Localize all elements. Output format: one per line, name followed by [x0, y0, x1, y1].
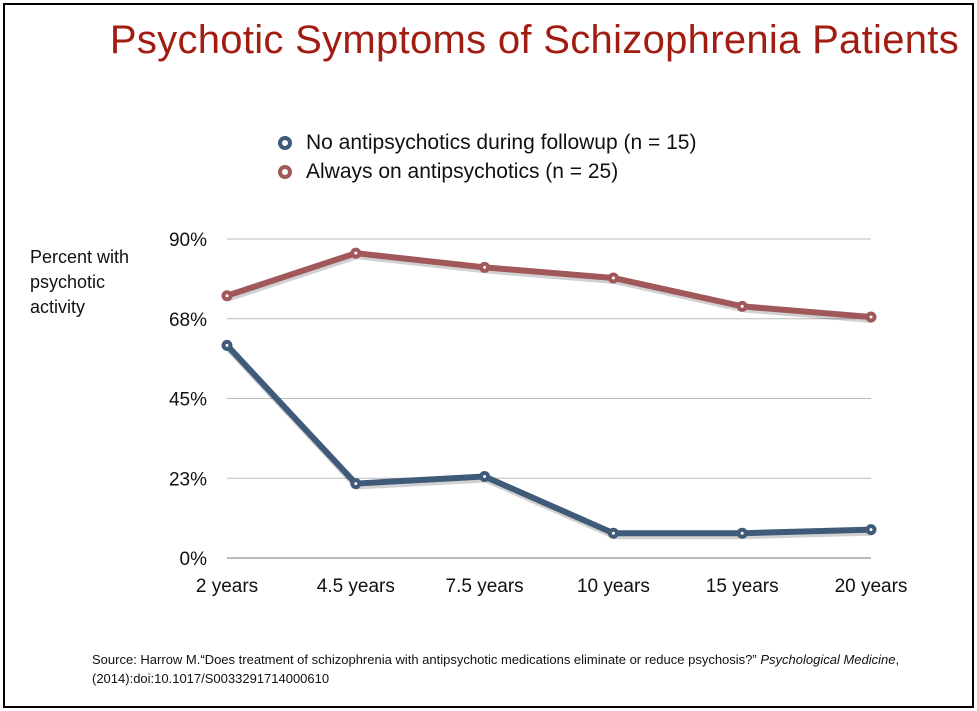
legend-label: No antipsychotics during followup (n = 1…: [306, 130, 697, 154]
data-point-center: [740, 304, 744, 308]
x-tick-label: 20 years: [835, 576, 908, 597]
legend-marker-icon: [278, 135, 292, 150]
data-point-center: [354, 251, 358, 255]
data-point-center: [225, 294, 229, 298]
y-tick-label: 45%: [169, 390, 207, 411]
y-tick-label: 90%: [169, 230, 207, 251]
y-tick-label: 68%: [169, 310, 207, 331]
data-point-center: [869, 315, 873, 319]
series-line-1: [226, 250, 872, 320]
data-point-center: [225, 343, 229, 347]
y-tick-label: 0%: [180, 549, 208, 570]
legend-item-always-on: Always on antipsychotics (n = 25): [278, 157, 696, 186]
data-point-center: [354, 482, 358, 486]
data-point-center: [483, 474, 487, 478]
data-point-center: [483, 265, 487, 269]
y-tick-label: 23%: [169, 469, 207, 490]
y-axis-label: Percent with psychotic activity: [30, 247, 130, 317]
legend-marker-icon: [278, 164, 292, 179]
data-point-center: [740, 531, 744, 535]
x-tick-label: 4.5 years: [317, 576, 395, 597]
x-tick-label: 10 years: [577, 576, 650, 597]
x-tick-label: 7.5 years: [446, 576, 524, 597]
data-point-center: [611, 531, 615, 535]
source-journal: Psychological Medicine: [760, 652, 896, 667]
series-line-0: [224, 343, 872, 537]
x-tick-label: 2 years: [196, 576, 258, 597]
data-point-center: [869, 528, 873, 532]
slide-frame: [3, 3, 974, 708]
legend-label: Always on antipsychotics (n = 25): [306, 159, 619, 183]
chart-title: Psychotic Symptoms of Schizophrenia Pati…: [109, 18, 959, 62]
legend-item-no-antipsychotics: No antipsychotics during followup (n = 1…: [278, 128, 696, 157]
source-text: Source: Harrow M.“Does treatment of schi…: [92, 652, 761, 667]
x-tick-label: 15 years: [706, 576, 779, 597]
source-doi: , (2014):doi:10.1017/S0033291714000610: [92, 652, 900, 686]
legend: No antipsychotics during followup (n = 1…: [278, 128, 696, 186]
data-point-center: [611, 276, 615, 280]
source-citation: Source: Harrow M.“Does treatment of schi…: [92, 650, 942, 688]
